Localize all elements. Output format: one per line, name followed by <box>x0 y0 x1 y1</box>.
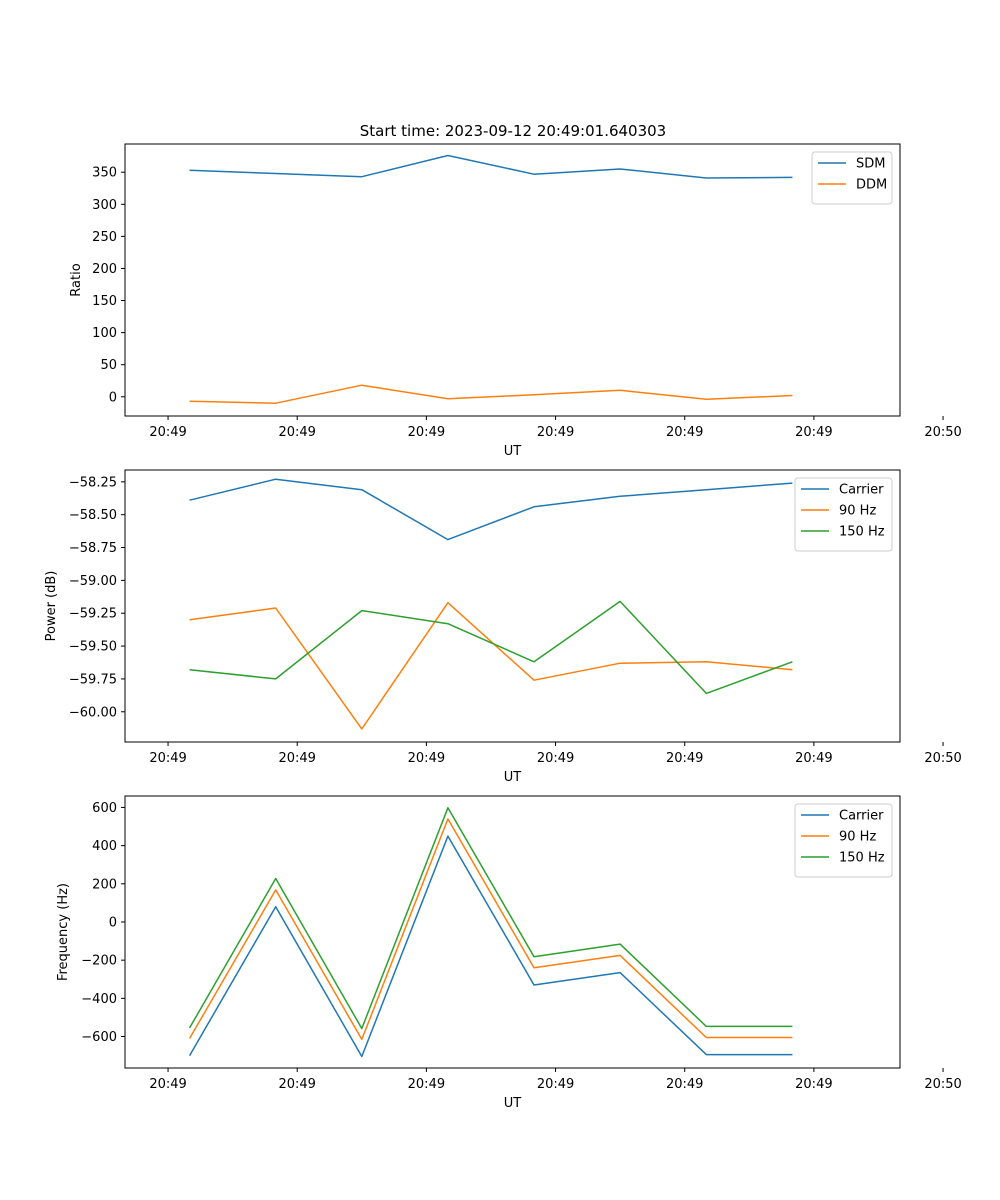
legend: Carrier 90 Hz 150 Hz <box>794 803 893 878</box>
series-lines <box>189 154 793 404</box>
x-tick-label: 20:49 <box>537 1077 574 1092</box>
x-tick-label: 20:49 <box>795 1077 832 1092</box>
legend-label-150-hz: 150 Hz <box>839 525 885 540</box>
y-tick-label: 300 <box>92 198 117 213</box>
y-tick-label: −59.50 <box>69 640 117 655</box>
legend-label-90-hz: 90 Hz <box>839 504 876 519</box>
y-tick-label: −59.00 <box>69 574 117 589</box>
x-tick-label: 20:50 <box>924 1077 961 1092</box>
x-tick-label: 20:49 <box>278 751 315 766</box>
legend-label-carrier: Carrier <box>839 809 884 824</box>
legend-label-90-hz: 90 Hz <box>839 830 876 845</box>
legend: SDM DDM <box>811 151 893 205</box>
panels: 20:49 20:49 20:49 20:49 20:49 20:49 20:50 0 50 10… <box>44 143 962 1111</box>
y-tick-label: −400 <box>81 992 117 1007</box>
y-tick-label: 0 <box>109 390 117 405</box>
x-tick-label: 20:50 <box>924 425 961 440</box>
y-axis-label: Frequency (Hz) <box>56 883 71 981</box>
x-tick-label: 20:49 <box>795 425 832 440</box>
series-lines <box>189 478 793 730</box>
y-tick-label: 150 <box>92 294 117 309</box>
series-line-carrier <box>189 478 793 541</box>
series-line-90-hz <box>189 601 793 730</box>
legend-box <box>794 803 893 878</box>
y-tick-label: 200 <box>92 877 117 892</box>
y-axis-label: Power (dB) <box>44 571 59 642</box>
chart-panel-power: 20:49 20:49 20:49 20:49 20:49 20:49 20:50 −60.0… <box>44 469 962 785</box>
series-line-ddm <box>189 384 793 404</box>
series-line-sdm <box>189 154 793 179</box>
y-tick-label: −600 <box>81 1030 117 1045</box>
axes-frame <box>124 469 901 743</box>
legend-box <box>811 151 893 205</box>
y-tick-label: −58.25 <box>69 475 117 490</box>
x-tick-label: 20:49 <box>278 1077 315 1092</box>
x-tick-label: 20:49 <box>795 751 832 766</box>
y-tick-label: 100 <box>92 326 117 341</box>
y-tick-label: 50 <box>100 358 117 373</box>
legend-label-carrier: Carrier <box>839 483 884 498</box>
y-tick-label: −60.00 <box>69 705 117 720</box>
y-tick-label: 400 <box>92 839 117 854</box>
y-tick-label: 600 <box>92 801 117 816</box>
y-tick-label: −58.50 <box>69 508 117 523</box>
legend-label-ddm: DDM <box>856 178 887 193</box>
x-axis-label: UT <box>504 770 522 785</box>
x-tick-label: 20:50 <box>924 751 961 766</box>
x-tick-label: 20:49 <box>537 425 574 440</box>
y-tick-label: −59.25 <box>69 607 117 622</box>
axes-frame <box>124 795 901 1069</box>
x-tick-label: 20:49 <box>666 1077 703 1092</box>
series-line-carrier <box>188 835 793 1058</box>
x-tick-label: 20:49 <box>408 751 445 766</box>
series-lines <box>188 807 793 1058</box>
y-tick-label: 250 <box>92 230 117 245</box>
legend-label-sdm: SDM <box>856 157 885 172</box>
x-tick-label: 20:49 <box>149 1077 186 1092</box>
y-tick-label: −58.75 <box>69 541 117 556</box>
series-line-90-hz <box>188 818 793 1041</box>
figure-title: Start time: 2023-09-12 20:49:01.640303 <box>360 122 666 140</box>
x-tick-label: 20:49 <box>408 1077 445 1092</box>
series-line-150-hz <box>188 807 793 1030</box>
legend-box <box>794 477 893 552</box>
legend: Carrier 90 Hz 150 Hz <box>794 477 893 552</box>
x-tick-label: 20:49 <box>408 425 445 440</box>
y-tick-label: 200 <box>92 262 117 277</box>
y-tick-label: 350 <box>92 166 117 181</box>
y-axis-label: Ratio <box>69 263 84 296</box>
x-tick-label: 20:49 <box>149 425 186 440</box>
legend-label-150-hz: 150 Hz <box>839 851 885 866</box>
axes-frame <box>124 143 901 417</box>
chart-panel-frequency: 20:49 20:49 20:49 20:49 20:49 20:49 20:50 −600 −… <box>56 795 962 1111</box>
series-line-150-hz <box>189 600 793 695</box>
x-tick-label: 20:49 <box>666 425 703 440</box>
y-tick-label: 0 <box>109 915 117 930</box>
x-axis-label: UT <box>504 1096 522 1111</box>
y-tick-label: −200 <box>81 954 117 969</box>
x-tick-label: 20:49 <box>278 425 315 440</box>
x-tick-label: 20:49 <box>666 751 703 766</box>
x-tick-label: 20:49 <box>537 751 574 766</box>
x-axis-label: UT <box>504 444 522 459</box>
y-tick-label: −59.75 <box>69 672 117 687</box>
x-tick-label: 20:49 <box>149 751 186 766</box>
chart-panel-ratio: 20:49 20:49 20:49 20:49 20:49 20:49 20:50 0 50 10… <box>69 143 962 459</box>
